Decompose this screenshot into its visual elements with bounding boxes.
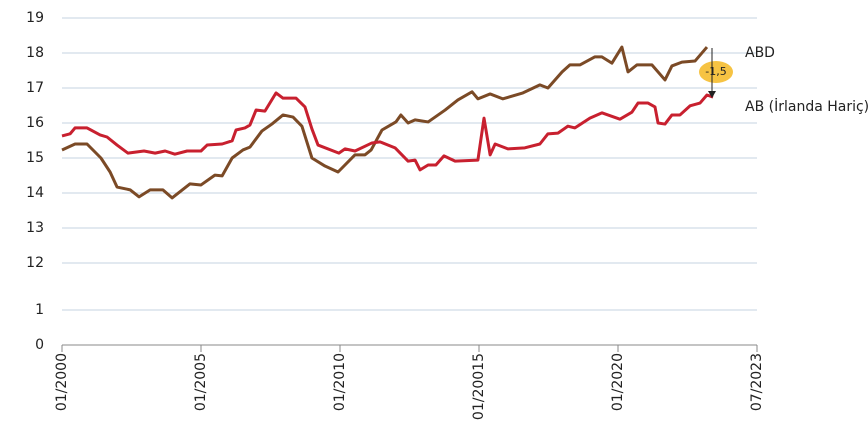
y-tick-label: 18: [26, 45, 44, 61]
y-tick-label: 17: [26, 80, 44, 96]
x-tick-label: 07/2023: [749, 353, 765, 411]
y-tick-label: 1: [35, 302, 44, 318]
plot: 0 1 12 13 14 15 16 17 18 19 01/2000 01/2005 01/2010 0…: [26, 10, 868, 420]
x-tick-label: 01/2000: [54, 353, 70, 411]
x-tick-label: 01/2005: [193, 353, 209, 411]
series-line: [61, 45, 709, 200]
annotation-badge: [699, 61, 733, 83]
x-tick-label: 01/2010: [332, 353, 348, 411]
y-tick-label: 14: [26, 185, 44, 201]
legend-label: AB (İrlanda Hariç): [745, 97, 868, 115]
y-tick-label: 12: [26, 255, 44, 271]
x-tick-label: 01/20015: [471, 353, 487, 420]
y-tick-label: 15: [26, 150, 44, 166]
legend-label: ABD: [745, 45, 775, 61]
annotation: -1,5: [705, 65, 726, 78]
y-tick-label: 13: [26, 220, 44, 236]
y-tick-label: 0: [35, 337, 44, 353]
y-tick-label: 19: [26, 10, 44, 26]
series-line: [61, 91, 714, 172]
annotation-arrowhead: [708, 91, 716, 98]
x-tick-label: 01/2020: [610, 353, 626, 411]
y-tick-label: 16: [26, 115, 44, 131]
